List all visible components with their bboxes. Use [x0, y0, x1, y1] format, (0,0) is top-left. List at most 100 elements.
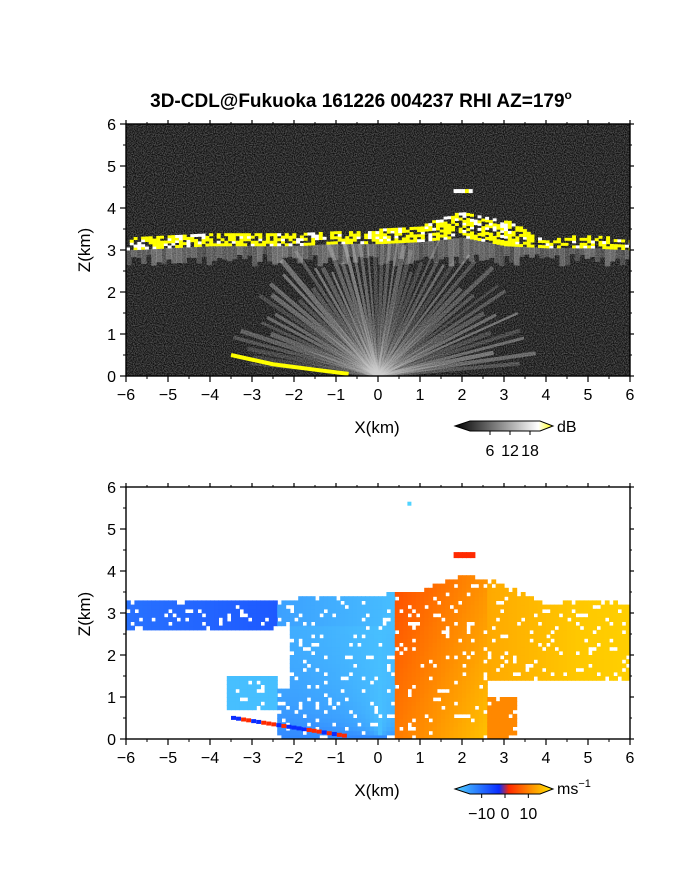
velocity-cell: [529, 604, 534, 610]
velocity-cell: [432, 646, 438, 652]
velocity-cell: [512, 587, 518, 593]
velocity-cell: [399, 676, 404, 681]
x-tick-label: −3: [243, 387, 261, 404]
velocity-cell: [336, 684, 341, 690]
velocity-cell: [436, 692, 442, 698]
velocity-cell: [319, 726, 324, 732]
velocity-cell: [466, 697, 471, 702]
cloud-cell: [621, 247, 626, 251]
velocity-cell: [231, 697, 236, 702]
velocity-cell: [344, 638, 350, 643]
beam-streak: [252, 355, 379, 376]
velocity-cell: [336, 692, 341, 698]
velocity-cell: [298, 650, 303, 656]
velocity-cell: [613, 621, 618, 627]
velocity-cell: [319, 718, 324, 723]
velocity-cell: [294, 684, 299, 690]
velocity-cell: [252, 621, 257, 627]
velocity-cell: [357, 697, 362, 702]
velocity-cell: [478, 701, 484, 706]
cloud-cell: [420, 238, 425, 242]
velocity-cell: [462, 604, 467, 610]
velocity-cell: [365, 688, 371, 694]
velocity-cell: [449, 722, 455, 727]
velocity-cell: [336, 680, 341, 685]
velocity-cell: [411, 650, 417, 656]
velocity-cell: [126, 613, 131, 618]
velocity-cell: [533, 671, 539, 677]
velocity-cell: [508, 655, 513, 660]
velocity-cell: [151, 613, 156, 618]
cloud-cell: [606, 238, 611, 242]
velocity-cell: [474, 734, 480, 739]
cloud-cell: [504, 228, 508, 232]
velocity-cell: [336, 659, 341, 664]
velocity-cell: [310, 663, 316, 669]
velocity-cell: [453, 726, 459, 732]
velocity-cell: [428, 646, 434, 652]
velocity-cell: [436, 659, 442, 664]
velocity-cell: [285, 608, 291, 614]
velocity-cell: [352, 655, 358, 660]
cloud-cell: [469, 218, 474, 222]
cloud-cell: [303, 232, 308, 236]
velocity-cell: [390, 592, 396, 597]
velocity-cell: [357, 638, 362, 643]
velocity-cell: [340, 709, 345, 715]
cloud-cell: [443, 234, 448, 238]
velocity-cell: [558, 608, 564, 614]
velocity-cell: [357, 692, 362, 698]
velocity-cell: [512, 592, 518, 597]
velocity-cell: [449, 629, 455, 635]
velocity-cell: [558, 604, 564, 610]
velocity-cell: [441, 604, 446, 610]
velocity-cell: [478, 642, 484, 648]
cloud-cell: [469, 231, 474, 235]
velocity-cell: [336, 613, 341, 618]
velocity-cell: [428, 671, 434, 677]
velocity-cell: [470, 617, 476, 622]
velocity-cell: [537, 613, 543, 618]
velocity-cell: [575, 629, 581, 635]
velocity-cell: [382, 680, 387, 685]
velocity-cell: [436, 642, 442, 648]
velocity-cell: [373, 613, 379, 618]
velocity-cell: [470, 613, 476, 618]
velocity-cell: [541, 663, 547, 669]
cloud-cell: [424, 228, 429, 232]
velocity-cell: [411, 701, 417, 706]
velocity-cell: [621, 646, 627, 652]
velocity-cell: [159, 617, 165, 622]
velocity-cell: [613, 663, 618, 669]
velocity-cell: [302, 638, 308, 643]
velocity-cell: [373, 629, 379, 635]
velocity-cell: [231, 684, 236, 690]
velocity-cell: [449, 730, 455, 736]
echo-cell: [181, 247, 187, 264]
velocity-cell: [373, 659, 379, 664]
cloud-cell: [454, 217, 459, 221]
velocity-cell: [462, 709, 467, 715]
velocity-cell: [348, 604, 354, 610]
velocity-cell: [319, 688, 324, 694]
velocity-cell: [243, 621, 249, 627]
velocity-cell: [491, 713, 497, 719]
velocity-cell: [264, 692, 270, 698]
cloud-cell: [178, 242, 183, 246]
velocity-cell: [289, 705, 295, 711]
velocity-cell: [436, 621, 442, 627]
velocity-cell: [441, 608, 446, 614]
velocity-cell: [323, 663, 329, 669]
beam-streak: [247, 346, 379, 376]
velocity-cell: [483, 621, 488, 627]
velocity-cell: [499, 659, 505, 664]
velocity-cell: [268, 705, 274, 711]
cloud-cell: [163, 243, 168, 247]
velocity-cell: [407, 596, 413, 601]
velocity-cell: [399, 621, 404, 627]
velocity-cell: [285, 734, 291, 739]
velocity-cell: [327, 726, 333, 732]
velocity-cell: [466, 650, 471, 656]
velocity-cell: [184, 621, 190, 627]
